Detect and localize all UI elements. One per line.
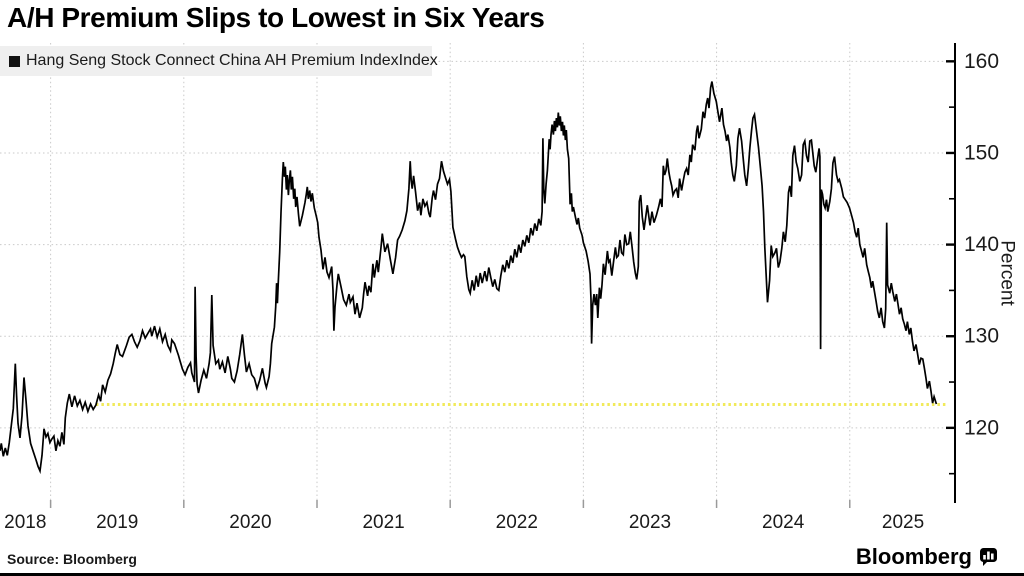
source-note: Source: Bloomberg [7,551,137,567]
page-title: A/H Premium Slips to Lowest in Six Years [7,2,545,33]
legend: Hang Seng Stock Connect China AH Premium… [0,46,438,76]
y-tick-label: 130 [964,325,999,348]
y-axis-title: Percent [997,240,1018,306]
x-tick-label: 2019 [96,512,138,533]
legend-swatch-icon [9,55,20,67]
x-tick-label: 2025 [882,512,924,533]
x-tick-label: 2018 [4,512,46,533]
bloomberg-brand: Bloomberg [856,544,998,570]
y-tick-label: 150 [964,141,999,164]
x-tick-label: 2022 [496,512,538,533]
bloomberg-logo-icon [980,548,997,566]
x-tick-label: 2020 [229,512,271,533]
x-tick-label: 2021 [362,512,404,533]
series-line [0,81,938,475]
legend-label: Hang Seng Stock Connect China AH Premium… [26,52,438,69]
y-tick-label: 140 [964,233,999,256]
y-tick-label: 120 [964,416,999,439]
x-tick-label: 2024 [762,512,805,533]
x-tick-label: 2023 [629,512,671,533]
y-tick-label: 160 [964,50,999,73]
bottom-border [0,573,1024,576]
bloomberg-wordmark: Bloomberg [855,544,972,569]
